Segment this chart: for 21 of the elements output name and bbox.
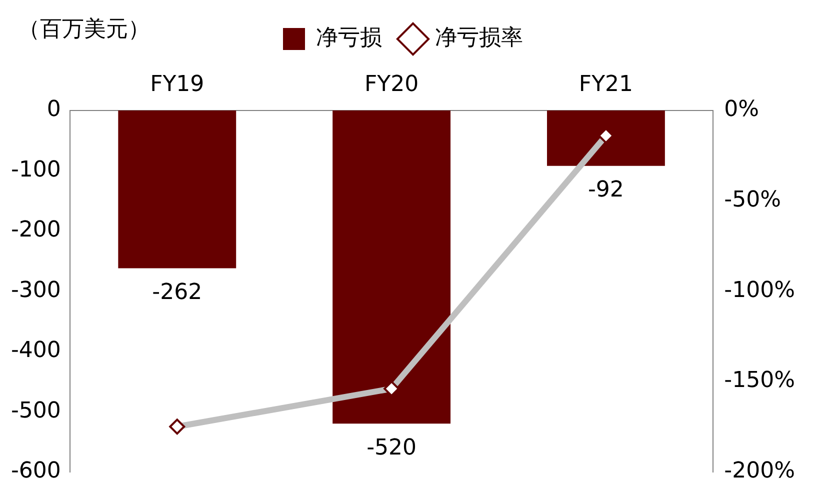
y-tick-label: -300: [10, 278, 61, 303]
data-label: -92: [588, 178, 624, 203]
x-tick-label: FY19: [150, 72, 204, 97]
y2-tick-label: -50%: [724, 187, 782, 212]
data-label: -520: [366, 435, 417, 460]
x-tick-label: FY20: [364, 72, 419, 97]
y-tick-label: -600: [10, 458, 61, 484]
y-tick-label: -200: [10, 218, 61, 243]
y-tick-label: -400: [10, 338, 61, 364]
data-label: -262: [152, 280, 202, 305]
y2-tick-label: -150%: [724, 368, 796, 394]
x-tick-label: FY21: [578, 72, 634, 97]
y2-tick-label: 0%: [724, 97, 760, 122]
legend-label: 净亏损率: [435, 26, 523, 51]
y-tick-label: -500: [10, 398, 61, 424]
y2-tick-label: -200%: [724, 458, 796, 484]
y-tick-label: 0: [46, 97, 61, 122]
y2-tick-label: -100%: [724, 278, 796, 303]
y-tick-label: -100: [10, 157, 61, 182]
legend-label: 净亏损: [316, 26, 382, 51]
y-axis-title: （百万美元）: [18, 16, 150, 44]
